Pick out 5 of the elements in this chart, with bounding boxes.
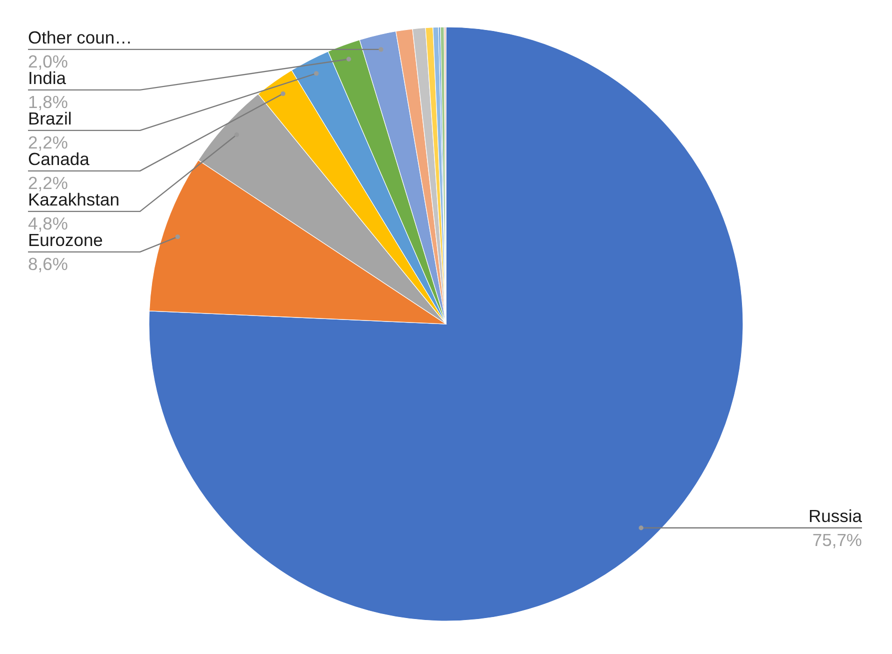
- data-label: 75,7%: [812, 530, 862, 550]
- slice-label: Other coun…: [28, 27, 132, 48]
- pie-slice: [148, 26, 744, 621]
- slice-label: Russia: [808, 506, 862, 526]
- data-label: 8,6%: [28, 254, 68, 274]
